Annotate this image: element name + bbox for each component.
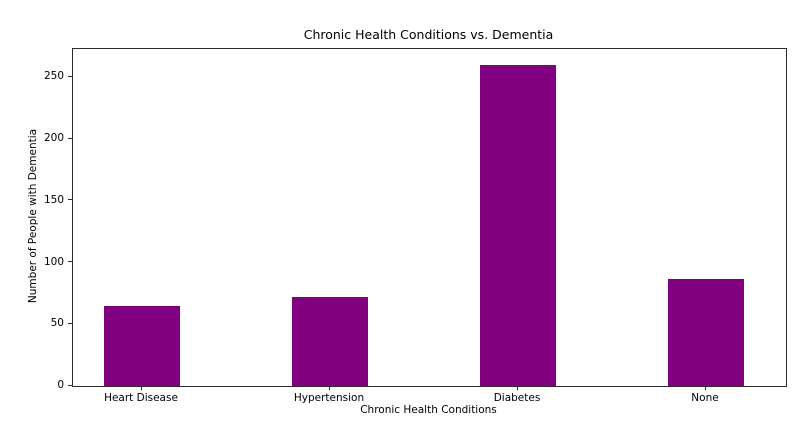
x-tick-mark [705,386,706,390]
y-tick-label: 150 [43,193,64,206]
plot-area [72,48,787,387]
bar-heart-disease [104,305,180,386]
x-tick-mark [517,386,518,390]
y-tick-label: 250 [43,70,64,83]
y-tick-mark [68,199,72,201]
y-tick-mark [68,322,72,324]
x-tick-label: Heart Disease [104,392,178,404]
x-tick-mark [141,386,142,390]
bar-diabetes [480,65,556,386]
x-axis-label: Chronic Health Conditions [360,404,497,416]
y-axis-label: Number of People with Dementia [27,128,39,304]
y-tick-mark [68,261,72,263]
bar-none [668,278,744,386]
y-tick-mark [68,384,72,386]
y-tick-mark [68,75,72,77]
y-tick-label: 200 [43,132,64,145]
x-tick-label: Hypertension [293,392,365,404]
x-tick-label: None [691,392,719,404]
bar-hypertension [292,297,368,386]
chart-title: Chronic Health Conditions vs. Dementia [303,27,554,42]
x-tick-mark [329,386,330,390]
y-tick-mark [68,137,72,139]
x-tick-label: Diabetes [493,392,541,404]
y-tick-label: 100 [43,255,64,268]
y-tick-label: 50 [50,317,64,330]
y-tick-label: 0 [57,379,64,391]
